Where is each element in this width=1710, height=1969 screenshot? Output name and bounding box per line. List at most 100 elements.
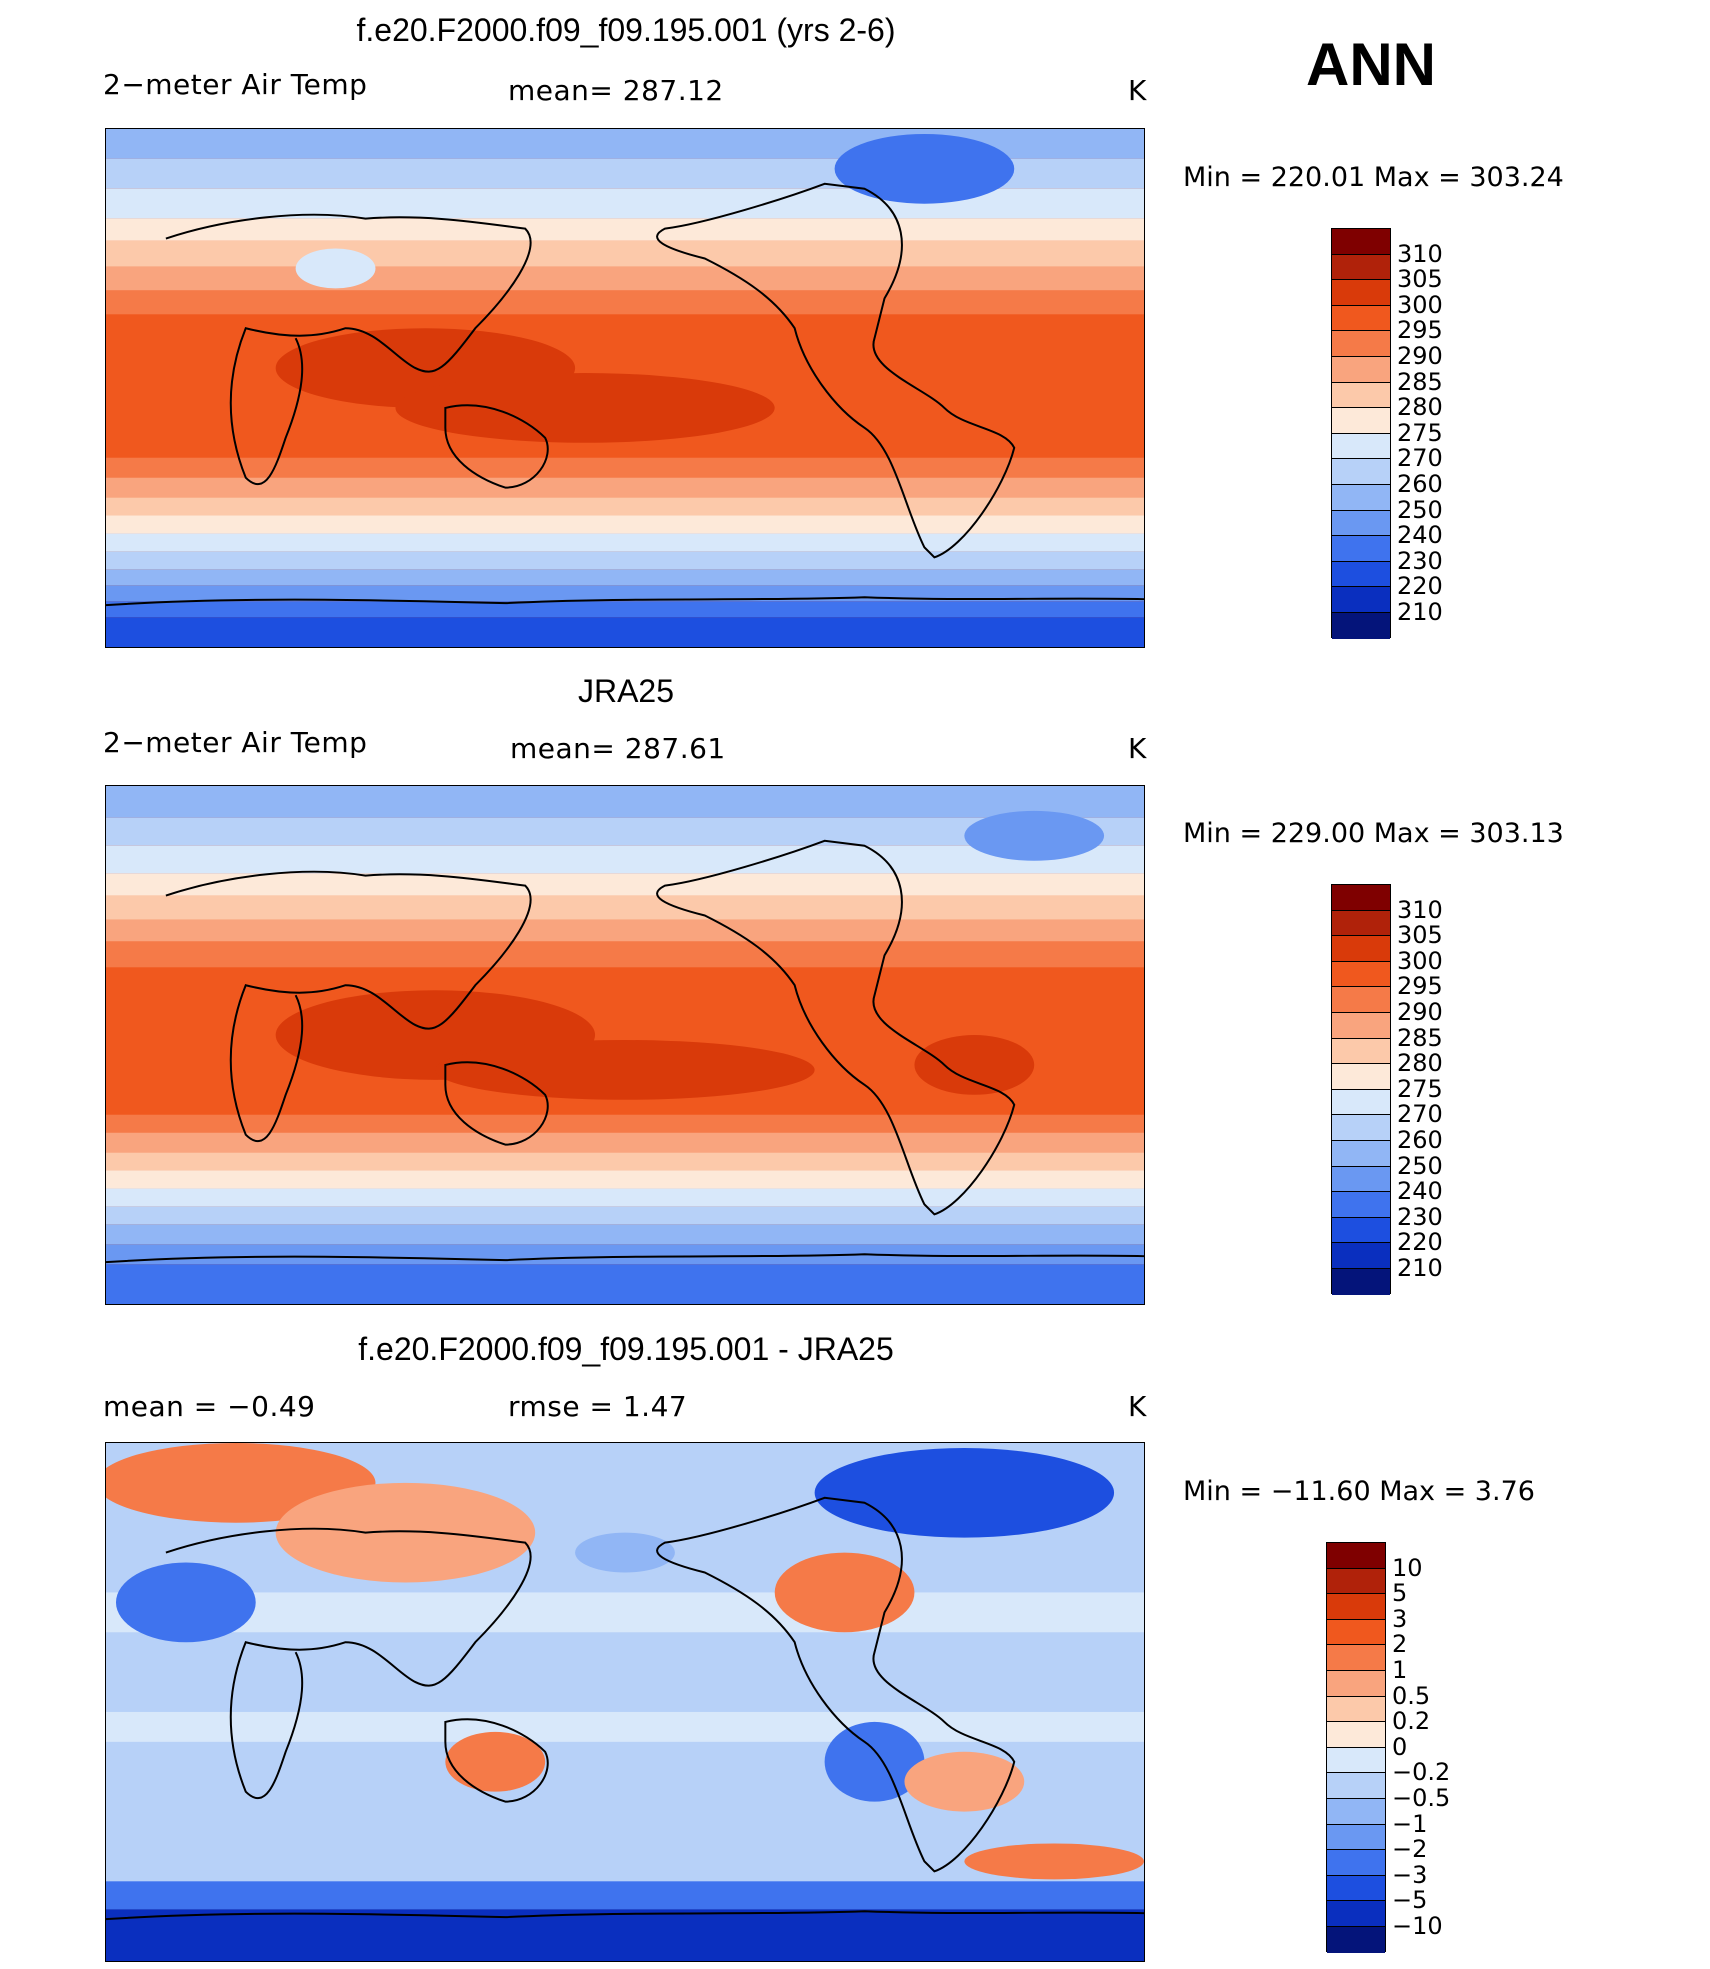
colorbar-swatch	[1332, 1192, 1390, 1218]
colorbar-tick-label: 250	[1397, 495, 1443, 524]
colorbar-swatch	[1332, 1115, 1390, 1141]
colorbar-tick-label: −3	[1392, 1860, 1428, 1889]
colorbar-tick-label: 0	[1392, 1732, 1408, 1761]
colorbar-swatch	[1332, 280, 1390, 306]
panel-1-map	[105, 128, 1145, 648]
colorbar-swatch	[1332, 1089, 1390, 1116]
colorbar-tick-label: 290	[1397, 342, 1443, 370]
colorbar-tick-label: 300	[1397, 946, 1443, 975]
season-label: ANN	[1306, 31, 1436, 98]
colorbar-tick-label: 310	[1397, 239, 1443, 268]
colorbar-tick-label: 250	[1397, 1151, 1443, 1180]
colorbar-swatch	[1332, 408, 1390, 434]
colorbar-swatch	[1327, 1645, 1385, 1671]
colorbar-swatch	[1327, 1747, 1385, 1774]
colorbar-swatch	[1332, 1012, 1390, 1039]
panel-2-title: JRA25	[577, 673, 675, 709]
colorbar-swatch	[1332, 1217, 1390, 1244]
panel-3-mean: mean = −0.49	[103, 1390, 316, 1423]
colorbar-tick-label: 260	[1397, 470, 1443, 498]
panel-1-title: f.e20.F2000.f09_f09.195.001 (yrs 2-6)	[356, 12, 896, 48]
colorbar-tick-label: −0.2	[1392, 1758, 1451, 1787]
colorbar-swatch	[1332, 561, 1390, 588]
colorbar-swatch	[1332, 885, 1390, 911]
colorbar-swatch	[1332, 587, 1390, 613]
colorbar-swatch	[1332, 1140, 1390, 1167]
colorbar-tick-label: 275	[1397, 418, 1443, 447]
colorbar-tick-label: 220	[1397, 1228, 1443, 1257]
colorbar-tick-label: −0.5	[1392, 1784, 1451, 1812]
colorbar-swatch	[1332, 229, 1390, 255]
colorbar-tick-label: −2	[1392, 1835, 1428, 1864]
colorbar-tick-label: 0.5	[1392, 1681, 1431, 1710]
colorbar-swatch	[1332, 254, 1390, 281]
colorbar-tick-label: 285	[1397, 367, 1443, 396]
panel-3-units: K	[1128, 1390, 1147, 1423]
colorbar-swatch	[1327, 1798, 1385, 1825]
colorbar-swatch	[1332, 910, 1390, 937]
colorbar-tick-label: 220	[1397, 572, 1443, 601]
colorbar-tick-label: 1	[1392, 1656, 1408, 1684]
colorbar-swatch	[1327, 1722, 1385, 1748]
colorbar-tick-label: 240	[1397, 521, 1443, 550]
colorbar-swatch	[1332, 433, 1390, 460]
colorbar-swatch	[1332, 987, 1390, 1013]
colorbar-swatch	[1332, 510, 1390, 537]
colorbar-tick-label: 230	[1397, 1202, 1443, 1231]
colorbar-swatch	[1332, 356, 1390, 383]
colorbar-tick-label: 295	[1397, 972, 1443, 1001]
colorbar-tick-label: 230	[1397, 546, 1443, 575]
colorbar-swatch	[1327, 1901, 1385, 1927]
panel-3-title: f.e20.F2000.f09_f09.195.001 - JRA25	[358, 1331, 894, 1367]
panel-3-minmax: Min = −11.60 Max = 3.76	[1183, 1476, 1535, 1507]
colorbar-swatch	[1327, 1568, 1385, 1595]
colorbar-swatch	[1327, 1926, 1385, 1953]
colorbar-swatch	[1332, 1268, 1390, 1295]
panel-2-contour-field	[106, 786, 1144, 1304]
colorbar-swatch	[1327, 1543, 1385, 1569]
colorbar-tick-label: −5	[1392, 1886, 1428, 1915]
colorbar-swatch	[1327, 1670, 1385, 1697]
colorbar-tick-label: 260	[1397, 1126, 1443, 1154]
colorbar-tick-label: 210	[1397, 1254, 1443, 1282]
colorbar-tick-label: 275	[1397, 1074, 1443, 1103]
panel-1-contour-field	[106, 129, 1144, 647]
colorbar-swatch	[1332, 459, 1390, 485]
colorbar-swatch	[1327, 1875, 1385, 1902]
colorbar-swatch	[1332, 1038, 1390, 1065]
colorbar-tick-label: 10	[1392, 1553, 1423, 1582]
colorbar-tick-label: 305	[1397, 265, 1443, 294]
colorbar-swatch	[1327, 1696, 1385, 1723]
colorbar-tick-label: 280	[1397, 1049, 1443, 1078]
panel-2-mean: mean= 287.61	[510, 732, 726, 765]
colorbar-swatch	[1332, 536, 1390, 562]
colorbar-swatch	[1332, 1243, 1390, 1269]
colorbar-swatch	[1332, 1166, 1390, 1193]
colorbar-tick-label: 290	[1397, 998, 1443, 1026]
colorbar-tick-label: 2	[1392, 1630, 1408, 1659]
colorbar-swatch	[1332, 961, 1390, 988]
colorbar-tick-label: 240	[1397, 1177, 1443, 1206]
panel-2-units: K	[1128, 732, 1147, 765]
colorbar-tick-label: 0.2	[1392, 1707, 1431, 1736]
colorbar-tick-label: 270	[1397, 1100, 1443, 1129]
colorbar-swatch	[1327, 1850, 1385, 1876]
panel-3-colorbar	[1326, 1542, 1386, 1953]
colorbar-swatch	[1332, 305, 1390, 332]
panel-1-variable: 2−meter Air Temp	[103, 68, 368, 101]
colorbar-tick-label: −10	[1392, 1912, 1443, 1940]
colorbar-tick-label: 305	[1397, 921, 1443, 950]
panel-1-units: K	[1128, 74, 1147, 107]
panel-3-map	[105, 1442, 1145, 1962]
panel-3-contour-field	[106, 1443, 1144, 1961]
colorbar-tick-label: 5	[1392, 1579, 1408, 1608]
panel-2-variable: 2−meter Air Temp	[103, 726, 368, 759]
panel-2-colorbar	[1331, 884, 1391, 1295]
colorbar-swatch	[1332, 612, 1390, 639]
colorbar-tick-label: −1	[1392, 1809, 1428, 1838]
panel-3-rmse: rmse = 1.47	[508, 1390, 688, 1423]
panel-1-minmax: Min = 220.01 Max = 303.24	[1183, 162, 1564, 193]
colorbar-tick-label: 300	[1397, 290, 1443, 319]
panel-2-minmax: Min = 229.00 Max = 303.13	[1183, 818, 1564, 849]
panel-2-map	[105, 785, 1145, 1305]
